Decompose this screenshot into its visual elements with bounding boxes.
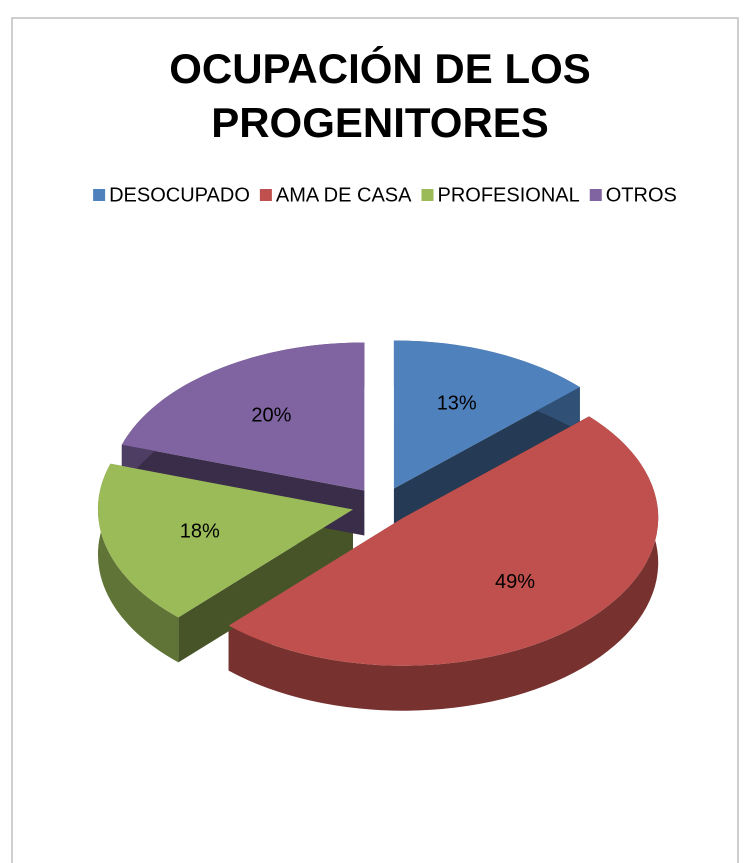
data-label: 18% xyxy=(180,521,220,543)
slice xyxy=(393,340,580,489)
legend: DESOCUPADO AMA DE CASA PROFESIONAL OTROS xyxy=(93,184,677,206)
slice xyxy=(228,416,659,666)
slice-wall xyxy=(97,463,179,663)
legend-label: AMA DE CASA xyxy=(276,184,412,206)
legend-swatch xyxy=(93,189,106,201)
chart-title: OCUPACIÓN DE LOS PROGENITORES xyxy=(169,44,591,146)
slice-side xyxy=(178,509,353,663)
slice xyxy=(97,463,353,618)
data-label: 13% xyxy=(437,393,477,415)
slice xyxy=(121,342,365,491)
legend-label: OTROS xyxy=(606,184,677,206)
data-label: 20% xyxy=(251,404,291,426)
legend-swatch xyxy=(421,189,434,201)
legend-swatch xyxy=(589,189,602,201)
legend-label: DESOCUPADO xyxy=(109,184,250,206)
data-label: 49% xyxy=(495,571,535,593)
legend-swatch xyxy=(259,189,272,201)
slice-side xyxy=(393,387,580,534)
legend-label: PROFESIONAL xyxy=(437,184,579,206)
pie-tops: 13% 49% 18% 20% xyxy=(97,340,659,666)
